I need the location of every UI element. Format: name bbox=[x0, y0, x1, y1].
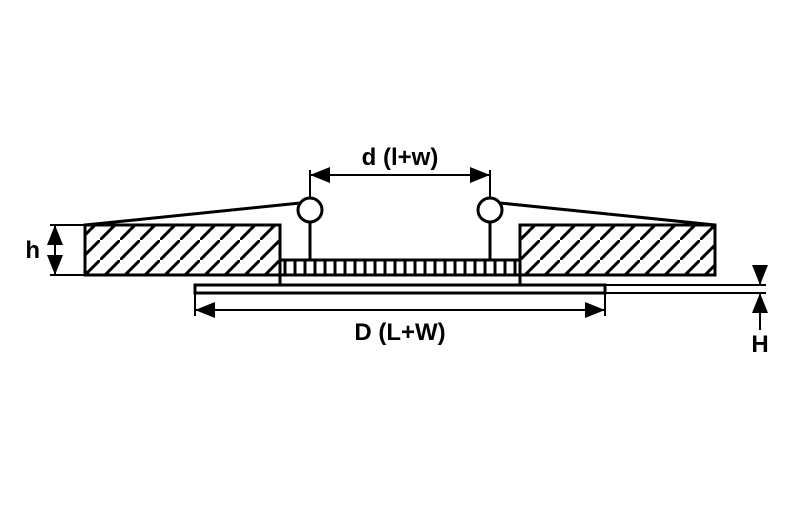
bottom-plate bbox=[195, 285, 605, 293]
dimension-h-label: h bbox=[25, 237, 40, 264]
right-spring-circle bbox=[478, 198, 502, 222]
dimension-H-label: H bbox=[751, 331, 768, 358]
left-spring-circle bbox=[298, 198, 322, 222]
right-spring-arm bbox=[500, 203, 715, 225]
center-strip bbox=[280, 260, 520, 275]
left-block bbox=[85, 225, 280, 275]
left-spring-arm bbox=[85, 203, 300, 225]
technical-diagram: d (l+w) D (L+W) h H bbox=[0, 0, 800, 516]
dimension-d-label: d (l+w) bbox=[362, 144, 439, 171]
dimension-D-label: D (L+W) bbox=[354, 319, 445, 346]
right-block bbox=[520, 225, 715, 275]
